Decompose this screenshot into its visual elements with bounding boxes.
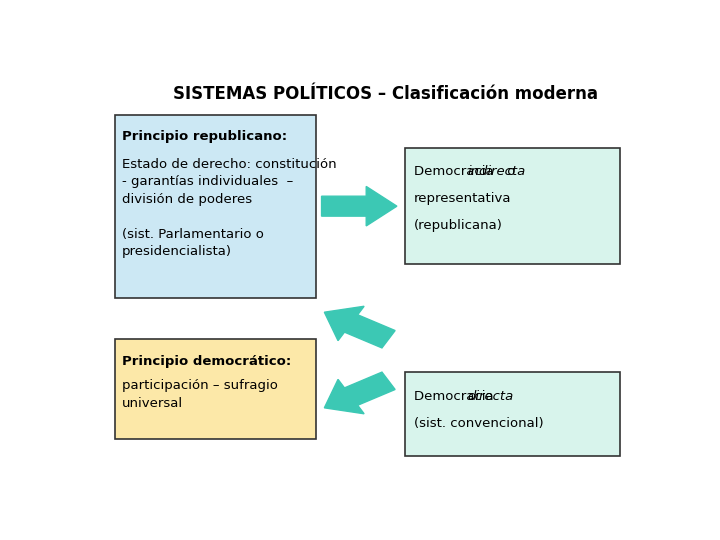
Text: Democracia: Democracia (413, 390, 498, 403)
Text: representativa: representativa (413, 192, 511, 205)
FancyArrow shape (322, 186, 397, 226)
Text: o: o (503, 165, 516, 178)
FancyBboxPatch shape (405, 373, 620, 456)
Text: indirecta: indirecta (467, 165, 526, 178)
FancyBboxPatch shape (405, 148, 620, 265)
FancyArrow shape (324, 306, 395, 348)
Text: Estado de derecho: constitución
- garantías individuales  –
división de poderes
: Estado de derecho: constitución - garant… (122, 158, 336, 258)
Text: Democracia: Democracia (413, 165, 498, 178)
Text: directa: directa (467, 390, 513, 403)
Text: (republicana): (republicana) (413, 219, 503, 233)
Text: participación – sufragio
universal: participación – sufragio universal (122, 379, 278, 410)
FancyArrow shape (324, 372, 395, 414)
FancyBboxPatch shape (115, 339, 316, 439)
Text: Principio republicano:: Principio republicano: (122, 131, 287, 144)
FancyBboxPatch shape (115, 114, 316, 298)
Text: (sist. convencional): (sist. convencional) (413, 417, 544, 430)
Text: Principio democrático:: Principio democrático: (122, 355, 291, 368)
Text: SISTEMAS POLÍTICOS – Clasificación moderna: SISTEMAS POLÍTICOS – Clasificación moder… (174, 85, 598, 103)
